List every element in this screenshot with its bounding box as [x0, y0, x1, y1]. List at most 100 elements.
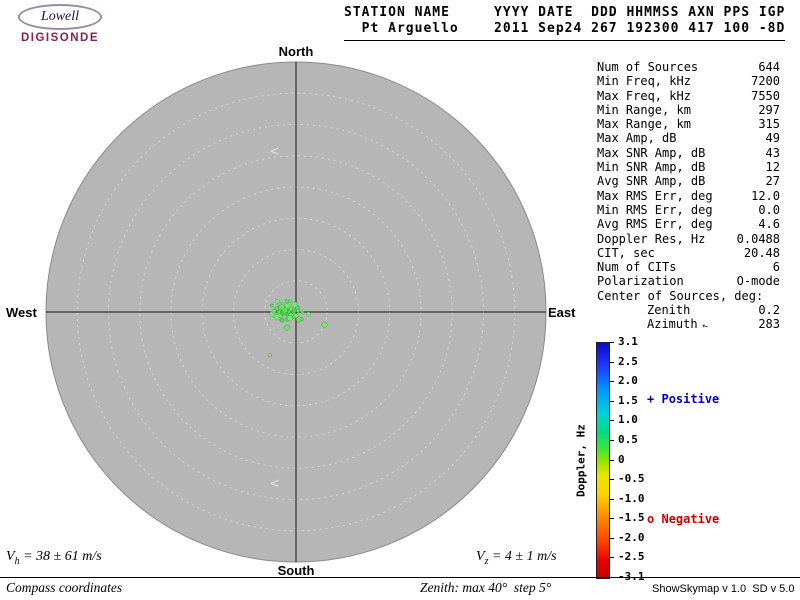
param-row: Max RMS Err, deg 12.0 [597, 189, 780, 203]
param-label: CIT, sec [597, 245, 655, 260]
echo-source-dot [321, 321, 328, 328]
colorbar-tick-mark [610, 400, 614, 402]
footer-divider [0, 577, 800, 578]
compass-west-label: West [6, 305, 37, 320]
colorbar-tick-mark [610, 381, 614, 383]
zenith-range-note: Zenith: max 40° step 5° [420, 580, 552, 595]
param-label: Polarization [597, 274, 684, 289]
param-row: Avg RMS Err, deg 4.6 [597, 217, 780, 231]
param-value: 43 [765, 145, 780, 160]
param-value: 0.0 [758, 202, 780, 217]
colorbar-tick-mark [610, 361, 614, 363]
echo-source-dot [295, 316, 302, 323]
param-row: Zenith 0.2 [597, 303, 780, 317]
param-label: Min Range, km [597, 102, 691, 117]
colorbar-tick-label: 0.5 [618, 432, 638, 446]
software-version: ShowSkymap v 1.0 SD v 5.0 [652, 583, 795, 595]
legend-negative-label: Negative [661, 512, 720, 526]
param-value: O-mode [736, 274, 780, 289]
colorbar-tick-mark [610, 518, 614, 520]
param-label: Max Amp, dB [597, 131, 677, 146]
param-row: Min Range, km 297 [597, 103, 780, 117]
param-row: Num of Sources 644 [597, 60, 780, 74]
param-label: Max Freq, kHz [597, 88, 691, 103]
echo-source-dot [287, 299, 292, 304]
colorbar-tick-mark [610, 439, 614, 441]
colorbar-tick-mark [610, 342, 614, 343]
param-value: 283 [758, 317, 780, 332]
doppler-colorbar: 3.1 2.5 2.0 1.5 1.0 0.5 0 -0.5 -1.0 -1.5 -2.0 -2.5 -… [596, 336, 660, 583]
colorbar-tick-mark [610, 557, 614, 559]
echo-source-dot [296, 308, 301, 313]
azimuth-direction-icon: ↑ [699, 322, 711, 331]
echo-source-dot [281, 307, 288, 314]
param-value: 644 [758, 60, 780, 74]
colorbar-tick-label: -0.5 [618, 472, 645, 486]
param-value: 0.0488 [736, 231, 780, 246]
param-label: Max Range, km [597, 117, 691, 132]
echo-source-dot [271, 308, 277, 314]
colorbar-tick-label: 0 [618, 452, 625, 466]
param-label: Max RMS Err, deg [597, 188, 713, 203]
colorbar-tick-mark [610, 498, 614, 500]
echo-source-dot [270, 303, 274, 308]
colorbar-tick-label: -2.0 [618, 530, 645, 544]
vz-symbol: V [476, 549, 485, 564]
param-value: 0.2 [758, 303, 780, 318]
param-row: Polarization O-mode [597, 274, 780, 288]
echo-source-dot [278, 306, 283, 311]
param-value: 20.48 [743, 245, 780, 260]
param-row: Avg SNR Amp, dB 27 [597, 174, 780, 188]
param-label: Max SNR Amp, dB [597, 145, 706, 160]
vh-symbol: V [6, 549, 15, 564]
circle-icon: o [647, 512, 655, 526]
param-label: Doppler Res, Hz [597, 231, 706, 246]
logo-oval: Lowell [18, 4, 102, 30]
legend-positive-label: Positive [661, 392, 720, 406]
param-row: Min Freq, kHz 7200 [597, 74, 780, 88]
lowell-digisonde-logo: Lowell DIGISONDE [10, 4, 110, 44]
param-row: Max Amp, dB 49 [597, 131, 780, 145]
plus-icon: + [647, 392, 655, 406]
colorbar-tick-label: -3.1 [618, 570, 645, 583]
param-label: Avg SNR Amp, dB [597, 174, 706, 189]
param-row: Max Range, km 315 [597, 117, 780, 131]
param-label: Azimuth ↑ [647, 317, 711, 333]
param-value: 27 [765, 174, 780, 189]
colorbar-tick-label: 3.1 [618, 335, 638, 348]
echo-source-dot [305, 311, 311, 317]
param-row: CIT, sec 20.48 [597, 246, 780, 260]
colorbar-tick-label: -1.0 [618, 491, 645, 505]
param-label: Num of Sources [597, 60, 699, 74]
param-row: Max Freq, kHz 7550 [597, 89, 780, 103]
chevron-mark: < [270, 474, 279, 492]
param-label: Zenith [647, 303, 691, 318]
param-value: 4.6 [758, 217, 780, 232]
legend-positive: + Positive [647, 392, 719, 406]
header-values: Pt Arguello 2011 Sep24 267 192300 417 10… [344, 21, 786, 36]
param-label: Num of CITs [597, 260, 677, 275]
colorbar-tick-mark [610, 459, 614, 461]
param-row: Azimuth ↑ 283 [597, 317, 780, 333]
echo-source-dot [283, 324, 290, 331]
echo-source-dot [275, 298, 281, 304]
colorbar-title: Doppler, Hz [574, 424, 588, 497]
param-row: Min RMS Err, deg 0.0 [597, 203, 780, 217]
coordinates-note: Compass coordinates [6, 580, 123, 595]
param-label: Min SNR Amp, dB [597, 160, 706, 175]
parameter-list: Num of Sources 644 Min Freq, kHz 7200 Max Fr… [597, 60, 780, 334]
param-row: Center of Sources, deg: [597, 289, 780, 303]
colorbar-tick-label: 1.0 [618, 413, 638, 427]
vh-subscript: h [14, 555, 20, 567]
colorbar-tick-label: -2.5 [618, 550, 645, 564]
param-row: Max SNR Amp, dB 43 [597, 146, 780, 160]
param-row: Min SNR Amp, dB 12 [597, 160, 780, 174]
param-value: 7200 [751, 74, 780, 89]
logo-product: DIGISONDE [20, 32, 100, 44]
colorbar-gradient [596, 342, 610, 579]
compass-north-label: North [278, 44, 314, 59]
echo-source-dot [300, 310, 305, 314]
legend-negative: o Negative [647, 512, 719, 526]
param-value: 12.0 [751, 188, 780, 203]
